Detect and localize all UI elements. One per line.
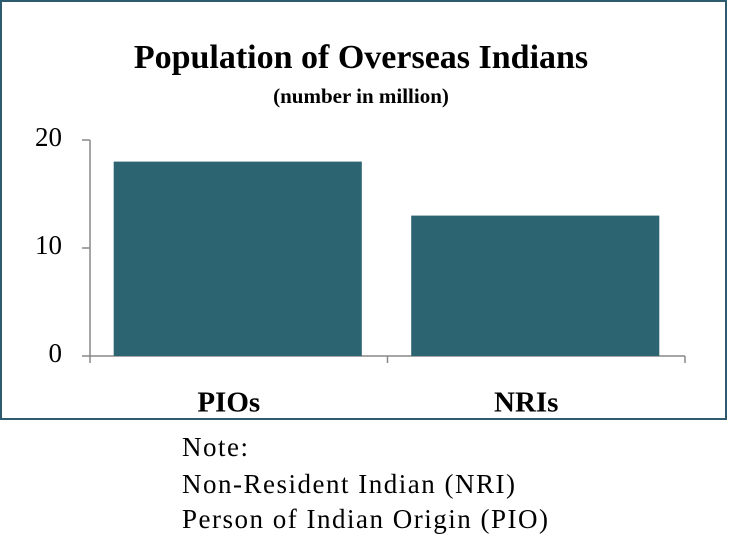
chart-title: Population of Overseas Indians: [134, 39, 588, 76]
bar: [113, 161, 362, 356]
y-tick-label: 20: [35, 122, 62, 152]
y-tick-label: 0: [49, 338, 63, 368]
bar: [411, 215, 660, 356]
note-line: Note:: [182, 432, 250, 462]
y-tick-label: 10: [35, 230, 62, 260]
x-tick-label: PIOs: [197, 387, 260, 419]
chart-subtitle: (number in million): [273, 84, 449, 108]
note-line: Non-Resident Indian (NRI): [182, 469, 516, 499]
note-line: Person of Indian Origin (PIO): [182, 504, 549, 534]
x-tick-label: NRIs: [494, 387, 558, 419]
chart-frame: [0, 0, 727, 420]
